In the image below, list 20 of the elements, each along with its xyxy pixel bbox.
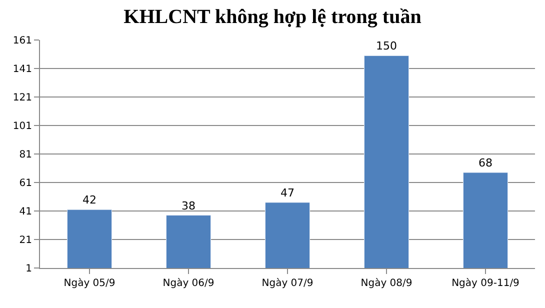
- y-tick-label: 1: [26, 264, 32, 274]
- y-tick-label: 81: [19, 150, 32, 160]
- chart-title: KHLCNT không hợp lệ trong tuần: [124, 6, 422, 28]
- x-tick-label: Ngày 08/9: [360, 278, 412, 289]
- x-tick-label: Ngày 05/9: [64, 278, 116, 289]
- data-label: 68: [478, 156, 493, 170]
- x-tick-label: Ngày 09-11/9: [452, 278, 520, 289]
- y-tick-label: 141: [12, 64, 32, 75]
- data-label: 47: [280, 186, 294, 200]
- data-label: 38: [182, 199, 196, 212]
- y-tick-label: 121: [12, 92, 32, 104]
- y-tick-label: 41: [19, 206, 32, 218]
- x-tick-label: Ngày 07/9: [262, 278, 314, 289]
- x-tick-label: Ngày 06/9: [162, 278, 214, 289]
- y-tick-label: 101: [12, 121, 32, 132]
- data-label: 42: [82, 194, 97, 207]
- data-label: 150: [376, 40, 397, 53]
- y-tick-label: 61: [19, 178, 32, 189]
- y-tick-label: 161: [12, 36, 32, 46]
- y-tick-label: 21: [19, 235, 32, 246]
